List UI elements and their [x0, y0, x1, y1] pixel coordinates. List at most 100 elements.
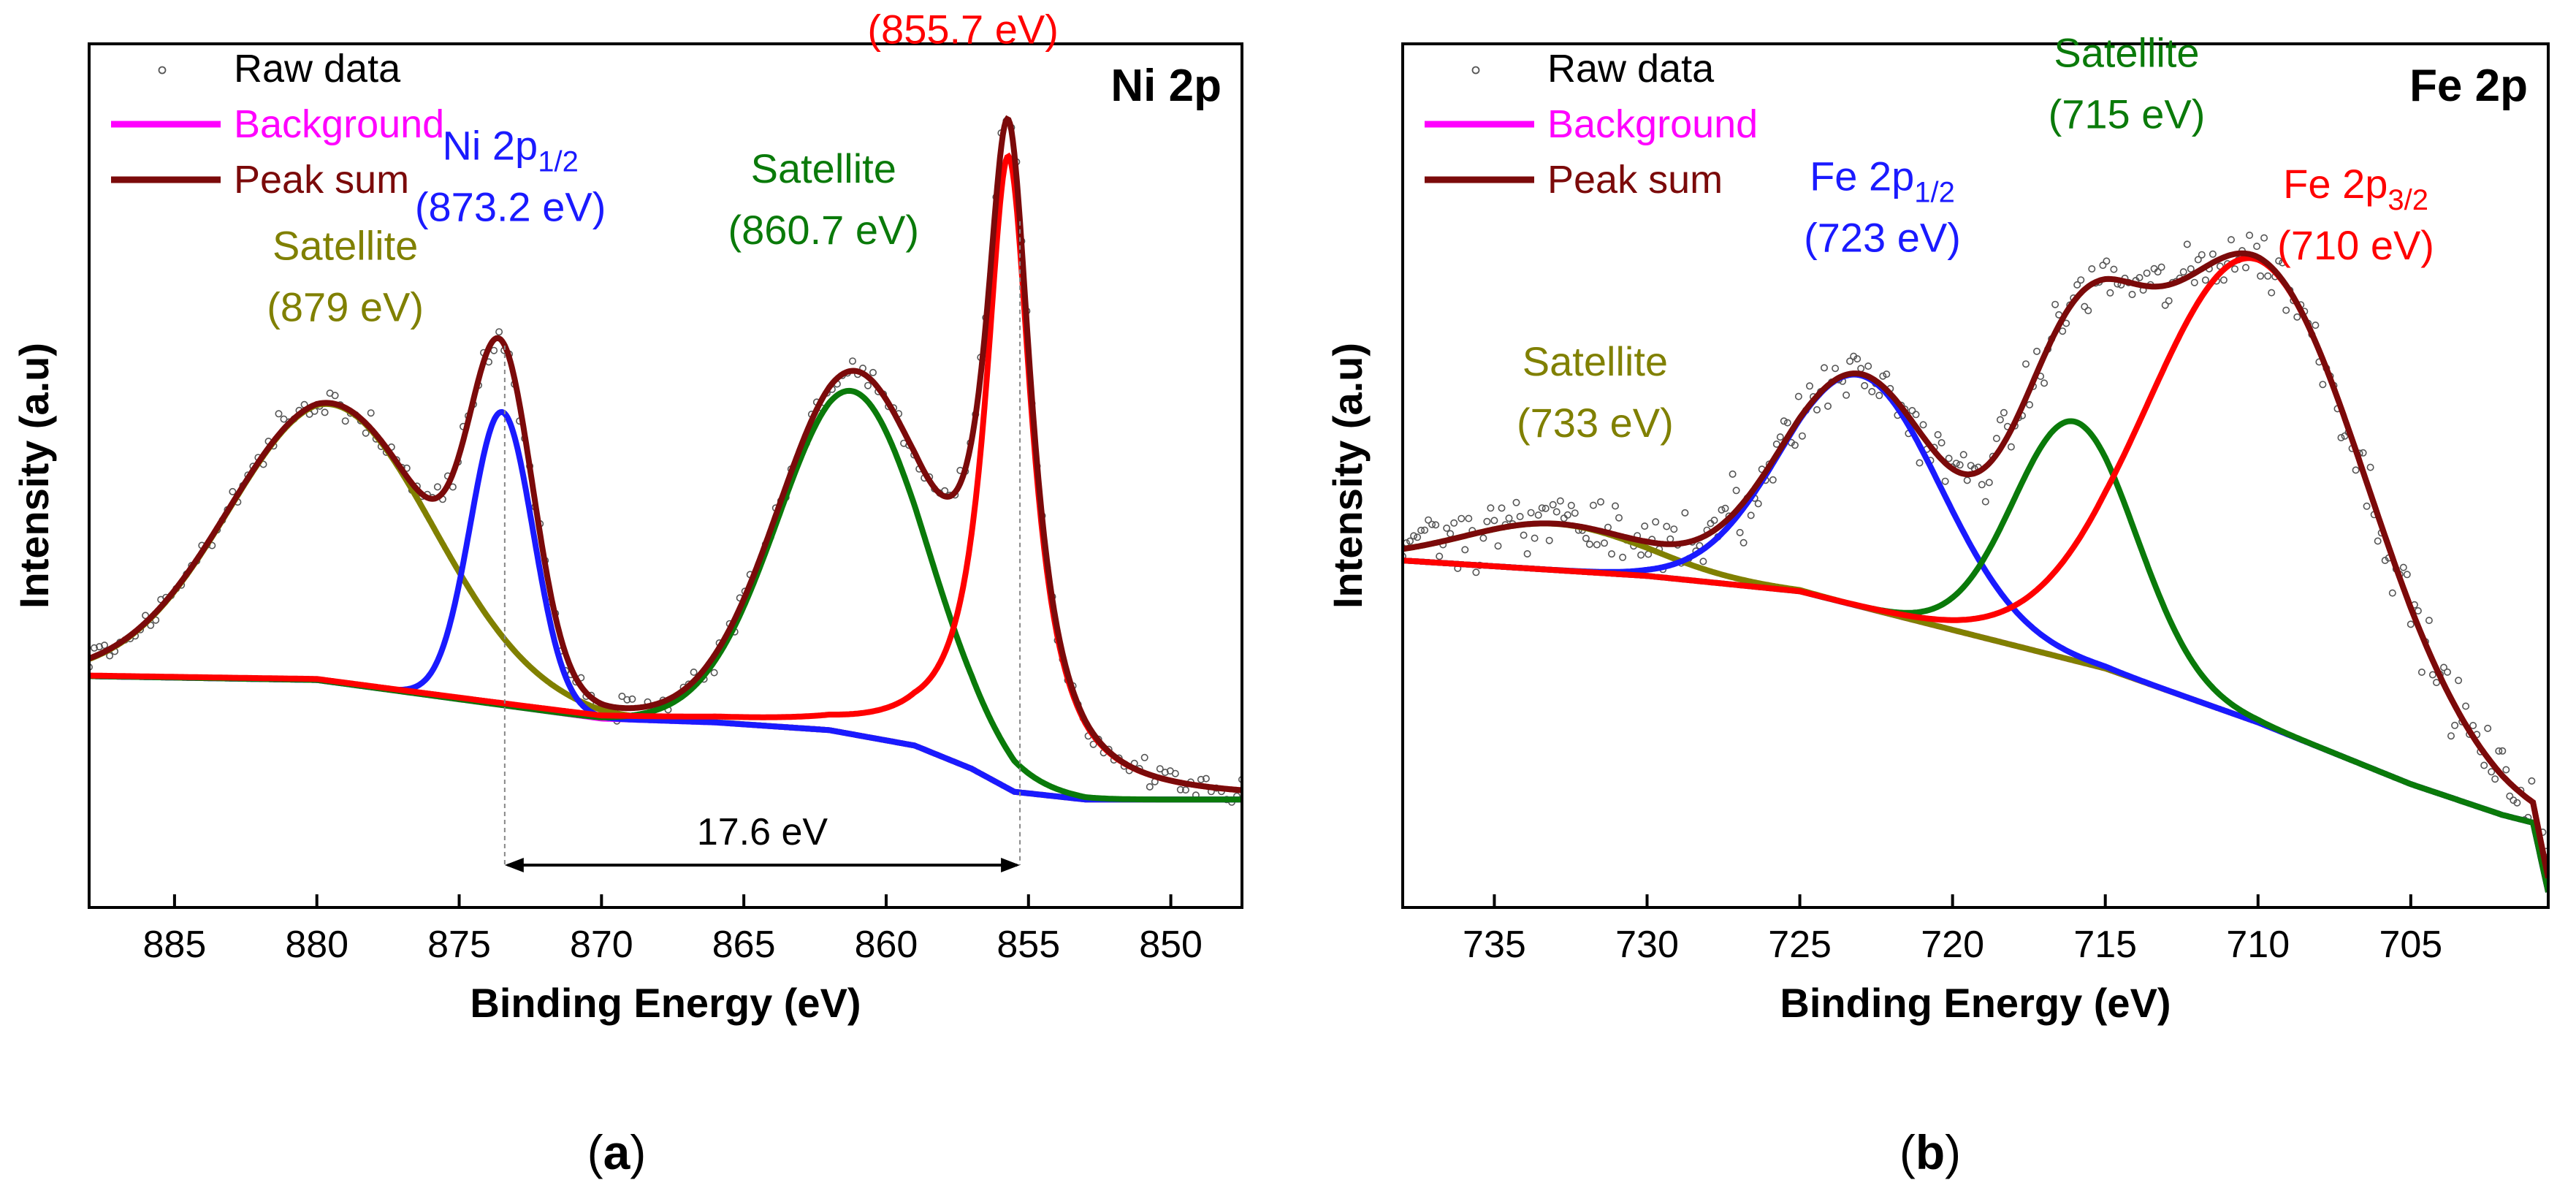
- raw-data-point: [1908, 406, 1916, 414]
- raw-data-point: [1615, 514, 1623, 522]
- raw-data-point: [1824, 402, 1832, 410]
- x-axis-label: Binding Energy (eV): [1780, 980, 2171, 1026]
- raw-data-point: [1552, 508, 1561, 516]
- panel-b: 735 730 725 720 715 710 705 Binding Energy (eV)…: [1325, 30, 2550, 1179]
- raw-data-point: [1487, 504, 1495, 512]
- x-tick-label: 715: [2073, 924, 2137, 966]
- raw-data-point: [1736, 528, 1744, 536]
- raw-data-point: [2143, 269, 2151, 277]
- plot-area: [89, 115, 1242, 806]
- raw-data-point: [2253, 243, 2261, 251]
- legend-label-raw-data: Raw data: [1547, 47, 1715, 91]
- raw-data-point: [1410, 532, 1418, 540]
- raw-data-point: [2506, 792, 2514, 800]
- raw-data-point: [1981, 498, 1989, 506]
- raw-data-point: [1916, 459, 1924, 467]
- raw-data-point: [142, 612, 150, 620]
- x-tick-label: 705: [2379, 924, 2442, 966]
- raw-data-point: [2363, 502, 2371, 510]
- x-tick-label: 860: [855, 924, 918, 966]
- raw-data-point: [1637, 551, 1645, 559]
- raw-data-point: [869, 368, 877, 376]
- raw-data-point: [1450, 519, 1458, 527]
- raw-data-point: [2081, 302, 2089, 311]
- raw-data-point: [2000, 408, 2008, 416]
- raw-data-point: [1593, 541, 1601, 549]
- raw-data-point: [2341, 432, 2349, 440]
- raw-data-point: [1776, 433, 1784, 441]
- raw-data-point: [1934, 430, 1942, 438]
- x-axis: 885 880 875 870 865 860 855 850: [143, 894, 1203, 966]
- raw-data-point: [1821, 364, 1829, 372]
- peak-annotation-energy: (733 eV): [1517, 400, 1674, 446]
- x-tick-label: 850: [1139, 924, 1203, 966]
- raw-data-point: [628, 695, 636, 703]
- x-tick-label: 875: [427, 924, 491, 966]
- raw-data-point: [2312, 321, 2320, 330]
- raw-data-point: [1156, 765, 1164, 773]
- raw-data-point: [1414, 533, 1422, 541]
- raw-data-point: [1447, 530, 1455, 538]
- peak-sum-line: [89, 115, 1242, 793]
- raw-data-point: [1176, 785, 1184, 793]
- raw-data-point: [1146, 783, 1154, 791]
- raw-data-point: [1747, 511, 1755, 519]
- raw-data-point: [2268, 289, 2276, 297]
- legend: Raw data Background Peak sum: [111, 47, 444, 202]
- raw-data-point: [2128, 290, 2136, 298]
- raw-data-point: [2480, 761, 2488, 769]
- raw-data-point: [1670, 525, 1678, 533]
- raw-data-point: [2209, 250, 2217, 258]
- legend-marker-raw-data: [1471, 66, 1480, 75]
- background-line: [1403, 557, 2548, 893]
- raw-data-point: [1875, 392, 1883, 400]
- raw-data-point: [1846, 357, 1854, 365]
- peak-annotation-energy: (873.2 eV): [415, 183, 606, 229]
- raw-data-point: [433, 483, 441, 491]
- raw-data-point: [2231, 265, 2239, 273]
- raw-data-point: [1534, 511, 1542, 519]
- raw-data-point: [1978, 481, 1986, 489]
- raw-data-point: [2084, 307, 2092, 315]
- peak-annotation-name: Ni 2p3/2: [895, 0, 1031, 1]
- raw-data-point: [1545, 536, 1553, 544]
- raw-data-point: [1996, 416, 2004, 424]
- raw-data-point: [1421, 526, 1429, 534]
- raw-data-point: [1919, 421, 1927, 429]
- raw-data-point: [2077, 276, 2085, 284]
- raw-data-point: [1791, 441, 1799, 449]
- raw-data-point: [1465, 514, 1473, 522]
- peak-annotation-energy: (860.7 eV): [728, 207, 919, 253]
- raw-data-point: [1457, 514, 1466, 522]
- x-tick-label: 885: [143, 924, 207, 966]
- raw-data-point: [710, 669, 718, 677]
- raw-data-point: [2242, 264, 2250, 272]
- peak-annotation-name: Satellite: [1523, 338, 1668, 384]
- raw-data-point: [275, 410, 283, 418]
- raw-data-point: [1582, 534, 1590, 542]
- raw-data-point: [2165, 297, 2173, 305]
- raw-data-point: [1520, 531, 1528, 539]
- raw-data-point: [1681, 509, 1689, 517]
- raw-data-point: [2179, 268, 2187, 276]
- raw-data-point: [2528, 777, 2536, 785]
- raw-data-point: [1754, 500, 1762, 508]
- raw-data-point: [2279, 259, 2287, 267]
- raw-data-point: [2073, 281, 2081, 289]
- raw-data-point: [1140, 753, 1148, 761]
- raw-data-point: [1563, 511, 1571, 519]
- raw-data-point: [1641, 522, 1649, 530]
- legend-label-raw-data: Raw data: [234, 47, 401, 91]
- raw-data-point: [1202, 774, 1210, 783]
- raw-data-point: [1549, 500, 1557, 509]
- legend-label-peak-sum: Peak sum: [234, 158, 409, 202]
- raw-data-point: [1769, 476, 1777, 484]
- raw-data-point: [2388, 589, 2396, 597]
- raw-data-point: [1597, 498, 1605, 506]
- raw-data-point: [864, 381, 872, 389]
- raw-data-point: [1718, 506, 1726, 514]
- raw-data-point: [1663, 522, 1671, 530]
- x-tick-label: 870: [570, 924, 633, 966]
- raw-data-point: [1794, 392, 1802, 400]
